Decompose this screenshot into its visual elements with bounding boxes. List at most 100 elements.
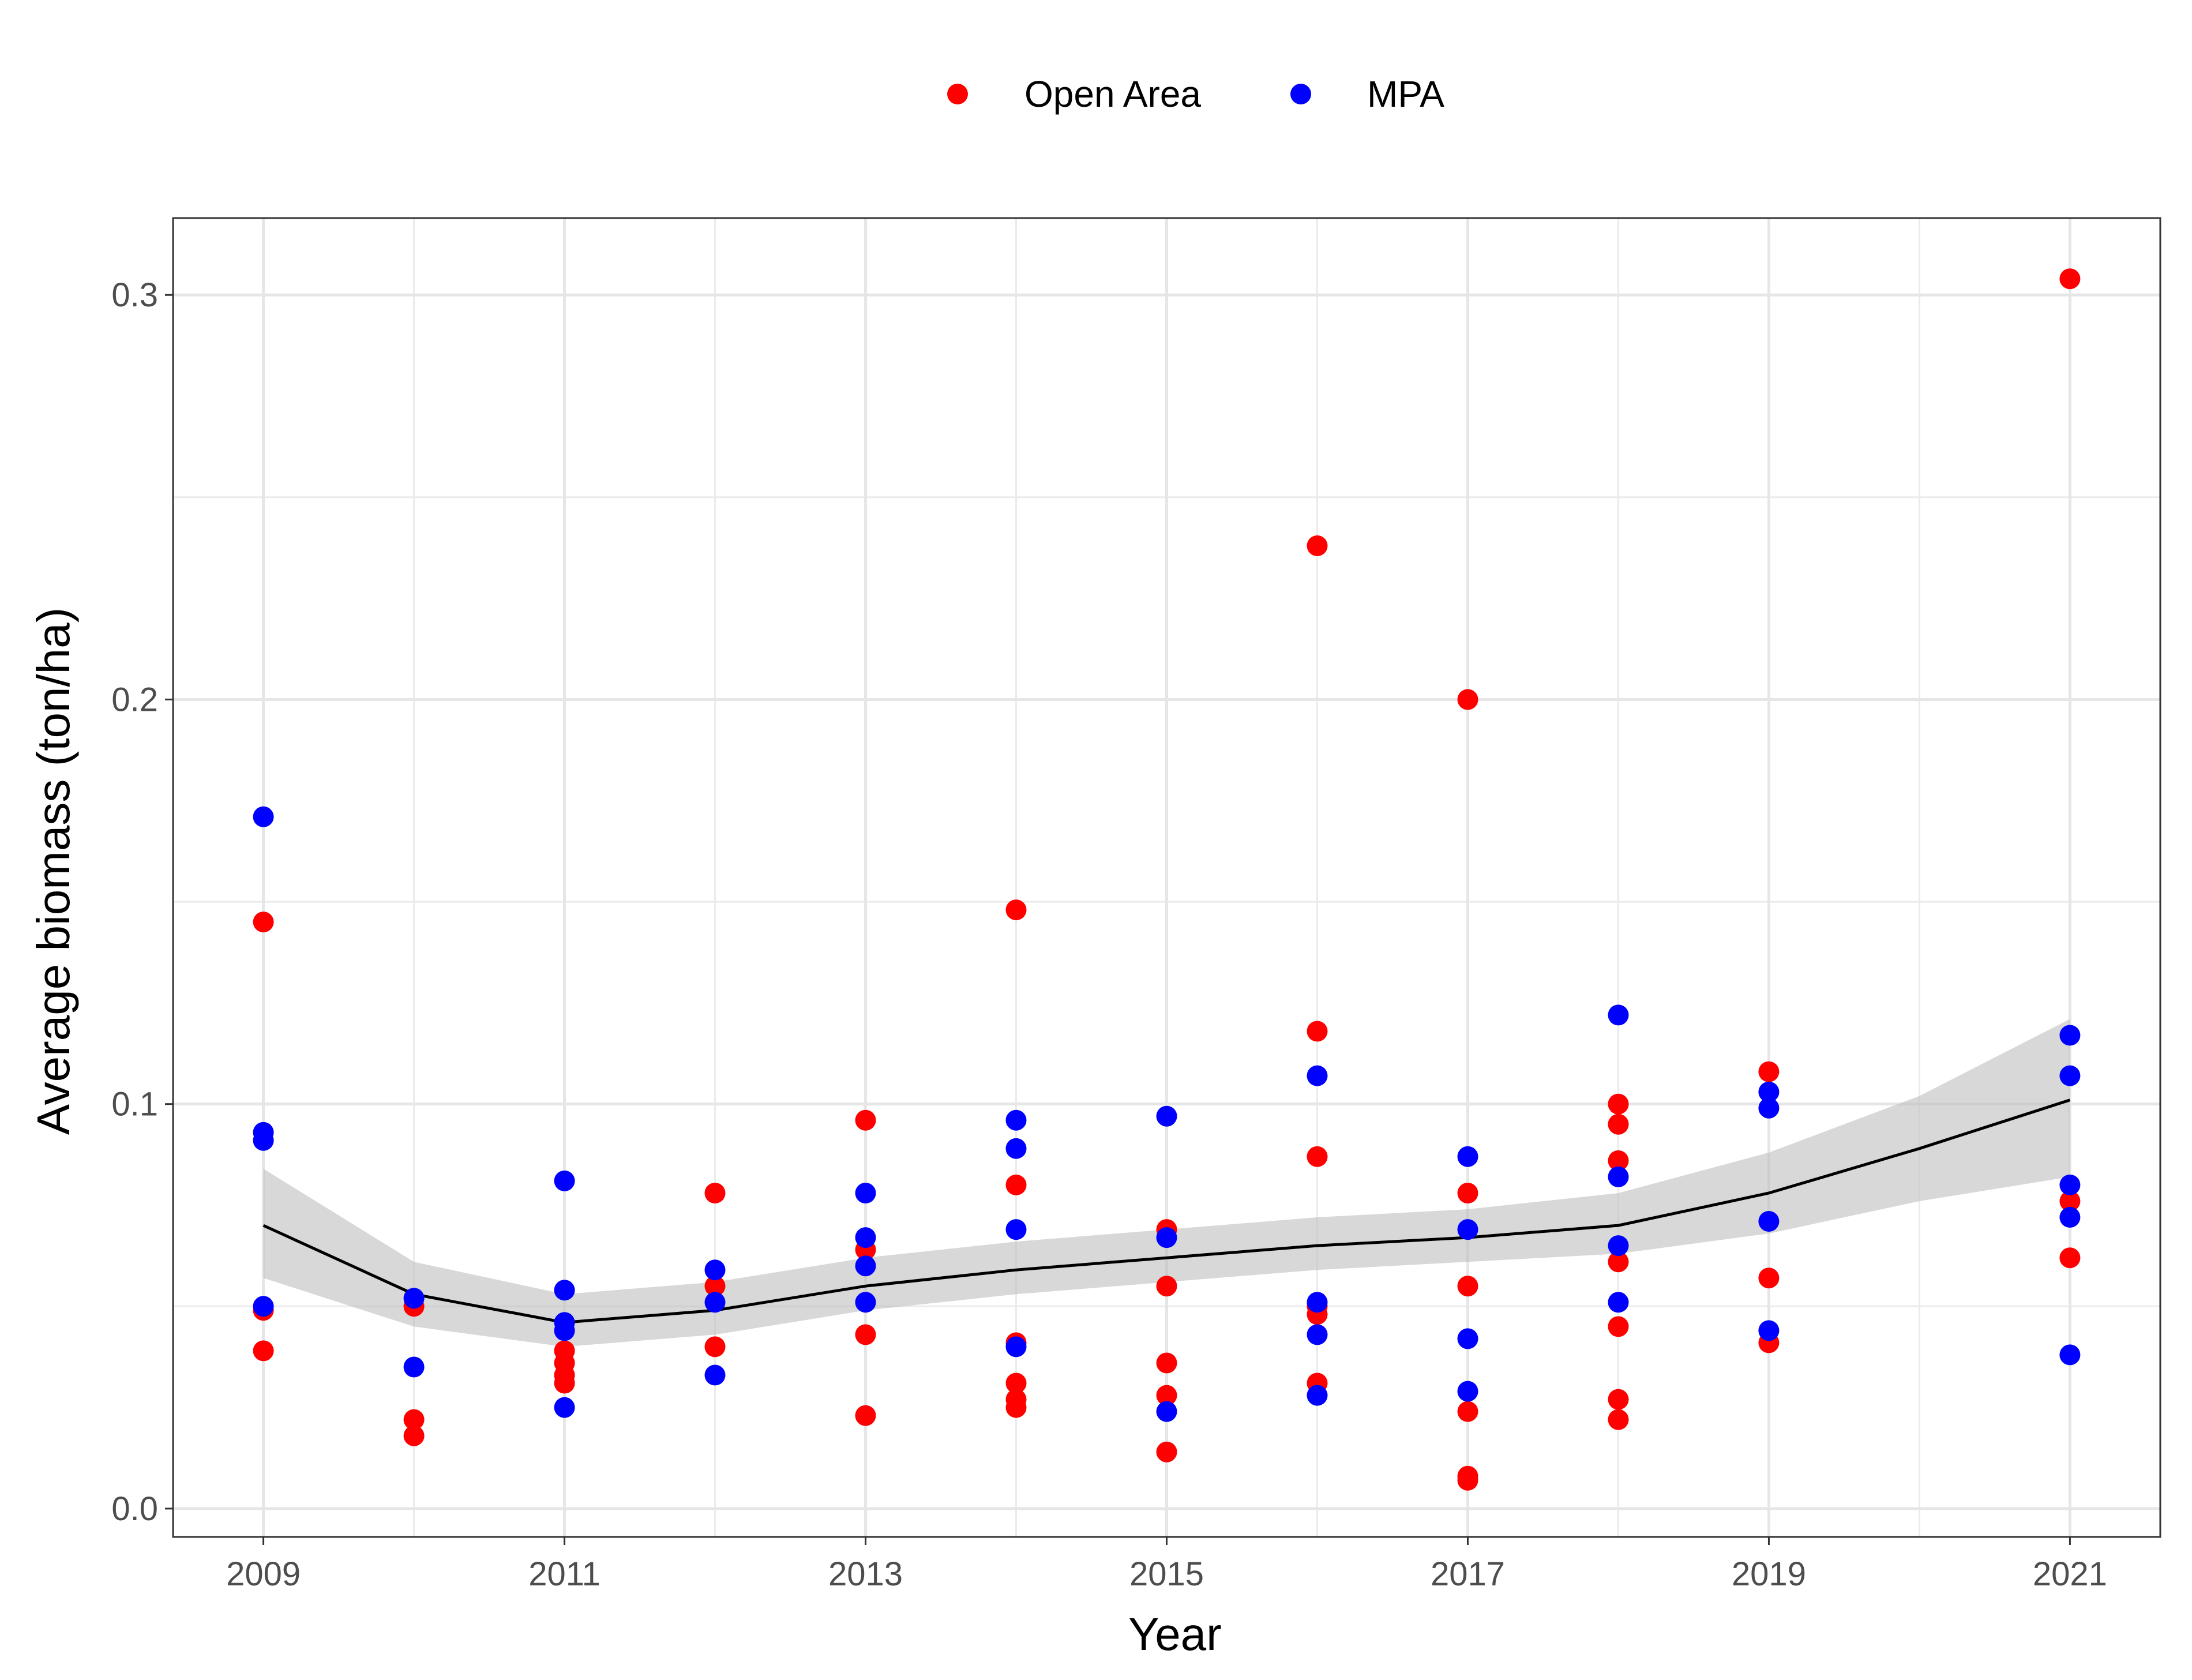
data-point xyxy=(1457,1276,1478,1297)
data-point xyxy=(1608,1093,1629,1115)
data-point xyxy=(2059,268,2081,290)
data-point xyxy=(1758,1211,1780,1232)
data-point xyxy=(1608,1316,1629,1337)
data-point xyxy=(1156,1441,1177,1462)
data-point xyxy=(1758,1268,1780,1289)
data-point xyxy=(1156,1385,1177,1406)
data-point xyxy=(253,1296,274,1317)
data-point xyxy=(2059,1174,2081,1195)
data-point xyxy=(2059,1207,2081,1228)
x-axis: 2009 2011 2013 2015 2017 2019 2021 xyxy=(226,1537,2107,1593)
data-point xyxy=(1005,1174,1027,1195)
data-point xyxy=(253,1130,274,1151)
data-point xyxy=(704,1183,726,1203)
data-point xyxy=(1457,1469,1478,1491)
data-point xyxy=(554,1397,575,1418)
data-point xyxy=(1457,1381,1478,1402)
data-point xyxy=(704,1259,726,1281)
data-point xyxy=(1457,1219,1478,1240)
data-point xyxy=(554,1280,575,1301)
data-point xyxy=(1307,535,1328,556)
y-tick-label: 0.2 xyxy=(111,681,158,718)
data-point xyxy=(1005,899,1027,921)
data-point xyxy=(1758,1081,1780,1102)
data-point xyxy=(1156,1401,1177,1422)
data-point xyxy=(704,1276,726,1297)
data-point xyxy=(403,1409,425,1430)
series-mpa xyxy=(253,806,2081,1422)
data-points xyxy=(253,268,2081,1491)
data-point xyxy=(2059,1025,2081,1046)
data-point xyxy=(1608,1004,1629,1026)
y-tick-label: 0.0 xyxy=(111,1490,158,1528)
legend-swatch-mpa xyxy=(1290,84,1311,104)
y-axis-title: Average biomass (ton/ha) xyxy=(28,608,79,1135)
x-tick-label: 2021 xyxy=(2033,1555,2107,1593)
data-point xyxy=(1156,1276,1177,1297)
y-axis: 0.0 0.1 0.2 0.3 xyxy=(111,276,173,1528)
data-point xyxy=(855,1292,876,1313)
data-point xyxy=(855,1183,876,1203)
data-point xyxy=(554,1320,575,1341)
data-point xyxy=(1457,1183,1478,1203)
data-point xyxy=(855,1109,876,1131)
data-point xyxy=(1608,1251,1629,1273)
data-point xyxy=(1608,1166,1629,1187)
x-tick-label: 2017 xyxy=(1431,1555,1505,1593)
data-point xyxy=(253,912,274,933)
data-point xyxy=(855,1227,876,1248)
data-point xyxy=(1608,1292,1629,1313)
data-point xyxy=(253,806,274,827)
x-tick-label: 2015 xyxy=(1129,1555,1204,1593)
data-point xyxy=(1307,1292,1328,1313)
data-point xyxy=(1005,1219,1027,1240)
data-point xyxy=(1758,1097,1780,1119)
data-point xyxy=(2059,1191,2081,1212)
x-axis-title: Year xyxy=(1128,1608,1222,1660)
legend-label-mpa: MPA xyxy=(1367,73,1444,115)
data-point xyxy=(1457,689,1478,710)
data-point xyxy=(1758,1320,1780,1341)
x-tick-label: 2019 xyxy=(1732,1555,1806,1593)
legend-label-open-area: Open Area xyxy=(1024,73,1201,115)
data-point xyxy=(1608,1389,1629,1410)
plot-panel xyxy=(172,217,2161,1538)
data-point xyxy=(1156,1352,1177,1374)
legend-item-mpa: MPA xyxy=(1290,73,1444,115)
data-point xyxy=(704,1364,726,1386)
legend: Open Area MPA xyxy=(947,73,1444,115)
y-tick-label: 0.1 xyxy=(111,1086,158,1123)
data-point xyxy=(253,1340,274,1362)
data-point xyxy=(1307,1385,1328,1406)
data-point xyxy=(704,1292,726,1313)
data-point xyxy=(554,1372,575,1394)
data-point xyxy=(403,1425,425,1446)
data-point xyxy=(1307,1021,1328,1042)
data-point xyxy=(704,1336,726,1357)
data-point xyxy=(1307,1065,1328,1086)
data-point xyxy=(2059,1065,2081,1086)
legend-item-open-area: Open Area xyxy=(947,73,1201,115)
data-point xyxy=(1005,1372,1027,1394)
x-tick-label: 2009 xyxy=(226,1555,301,1593)
data-point xyxy=(403,1356,425,1378)
y-tick-label: 0.3 xyxy=(111,276,158,314)
data-point xyxy=(1608,1235,1629,1257)
x-tick-label: 2013 xyxy=(828,1555,903,1593)
data-point xyxy=(1005,1336,1027,1357)
data-point xyxy=(1156,1227,1177,1248)
legend-swatch-open-area xyxy=(947,84,968,104)
data-point xyxy=(1156,1105,1177,1127)
data-point xyxy=(1608,1113,1629,1135)
data-point xyxy=(1457,1401,1478,1422)
data-point xyxy=(554,1170,575,1191)
data-point xyxy=(1758,1061,1780,1082)
data-point xyxy=(1608,1409,1629,1430)
data-point xyxy=(1005,1138,1027,1159)
data-point xyxy=(1307,1146,1328,1167)
data-point xyxy=(1608,1150,1629,1171)
data-point xyxy=(403,1288,425,1309)
data-point xyxy=(1457,1146,1478,1167)
data-point xyxy=(2059,1247,2081,1269)
